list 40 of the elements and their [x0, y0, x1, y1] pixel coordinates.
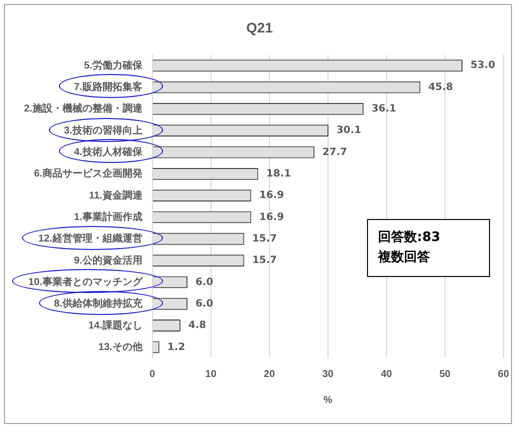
y-tick-label: 1.事業計画作成 [74, 210, 142, 223]
y-tick-label: 11.資金調達 [88, 189, 144, 202]
data-label: 4.8 [188, 320, 206, 332]
y-tick-label: 6.商品サービス企画開発 [34, 168, 144, 180]
data-label: 30.1 [336, 125, 362, 136]
x-tick-label: 20 [264, 368, 276, 380]
y-tick-label: 9.公的資金活用 [74, 254, 142, 266]
data-label: 16.9 [259, 212, 284, 223]
y-tick-label: 3.技術の習得向上 [64, 124, 142, 136]
y-tick-label: 4.技術人材確保 [74, 146, 144, 158]
y-tick-label: 10.事業者とのマッチング [28, 276, 144, 288]
text-box: 回答数:83 複数回答 [367, 219, 490, 277]
data-label: 18.1 [266, 168, 291, 180]
chart-title: Q21 [246, 19, 273, 36]
y-tick-label: 14.課題なし [88, 319, 142, 332]
y-tick-label: 13.その他 [98, 340, 144, 353]
data-label: 45.8 [428, 82, 454, 93]
y-tick-label: 12.経営管理・組織運営 [38, 232, 142, 245]
x-tick-label: 40 [380, 368, 392, 380]
x-tick-label: 30 [322, 368, 334, 380]
x-tick-label: 10 [205, 368, 217, 380]
y-tick-label: 7.販路開拓集客 [74, 81, 142, 94]
data-label: 1.2 [167, 342, 186, 353]
y-tick-label: 8.供給体制維持拡充 [54, 298, 144, 310]
annotation: 複数回答 [378, 248, 431, 267]
x-axis-title: % [323, 394, 332, 406]
data-label: 53.0 [470, 60, 496, 72]
annotation: 回答数:83 [378, 229, 442, 247]
x-tick-label: 50 [439, 368, 451, 380]
data-label: 36.1 [372, 104, 396, 115]
data-label: 6.0 [195, 276, 214, 288]
y-tick-label: 2.施設・機械の整備・調達 [24, 102, 144, 115]
data-label: 15.7 [252, 233, 277, 244]
y-tick-label: 5.労働力確保 [84, 59, 144, 72]
data-label: 6.0 [195, 298, 214, 310]
data-label: 15.7 [252, 255, 277, 266]
data-label: 27.7 [322, 146, 348, 158]
x-tick-label: 0 [150, 368, 156, 380]
x-tick-label: 60 [498, 368, 510, 380]
data-label: 16.9 [259, 190, 284, 202]
